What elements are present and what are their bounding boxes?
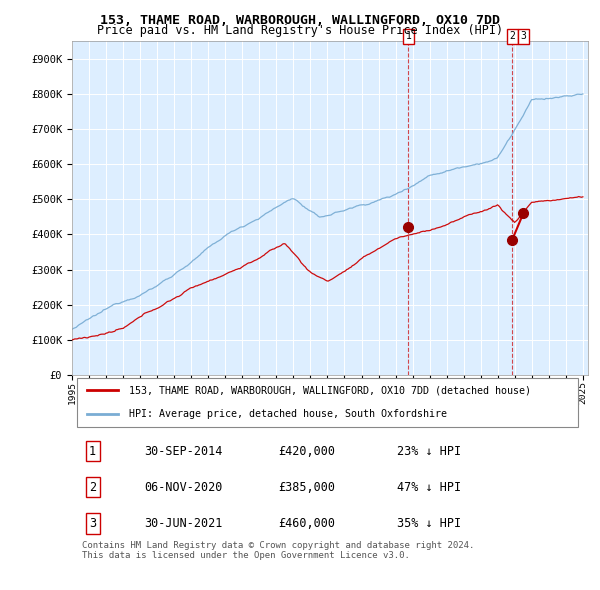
Text: 23% ↓ HPI: 23% ↓ HPI [397, 445, 461, 458]
Text: 1: 1 [89, 445, 96, 458]
Text: Contains HM Land Registry data © Crown copyright and database right 2024.
This d: Contains HM Land Registry data © Crown c… [82, 541, 475, 560]
Text: 153, THAME ROAD, WARBOROUGH, WALLINGFORD, OX10 7DD: 153, THAME ROAD, WARBOROUGH, WALLINGFORD… [100, 14, 500, 27]
Text: 35% ↓ HPI: 35% ↓ HPI [397, 517, 461, 530]
Text: Price paid vs. HM Land Registry's House Price Index (HPI): Price paid vs. HM Land Registry's House … [97, 24, 503, 37]
Text: £385,000: £385,000 [278, 481, 335, 494]
Text: 47% ↓ HPI: 47% ↓ HPI [397, 481, 461, 494]
Text: 3: 3 [89, 517, 96, 530]
Text: 1: 1 [406, 31, 411, 41]
Text: £420,000: £420,000 [278, 445, 335, 458]
Text: 30-SEP-2014: 30-SEP-2014 [144, 445, 223, 458]
Text: 06-NOV-2020: 06-NOV-2020 [144, 481, 223, 494]
Text: £460,000: £460,000 [278, 517, 335, 530]
Text: 30-JUN-2021: 30-JUN-2021 [144, 517, 223, 530]
Text: 153, THAME ROAD, WARBOROUGH, WALLINGFORD, OX10 7DD (detached house): 153, THAME ROAD, WARBOROUGH, WALLINGFORD… [129, 385, 531, 395]
Text: 2: 2 [509, 31, 515, 41]
Text: 3: 3 [520, 31, 526, 41]
Text: 2: 2 [89, 481, 96, 494]
Text: HPI: Average price, detached house, South Oxfordshire: HPI: Average price, detached house, Sout… [129, 409, 447, 419]
